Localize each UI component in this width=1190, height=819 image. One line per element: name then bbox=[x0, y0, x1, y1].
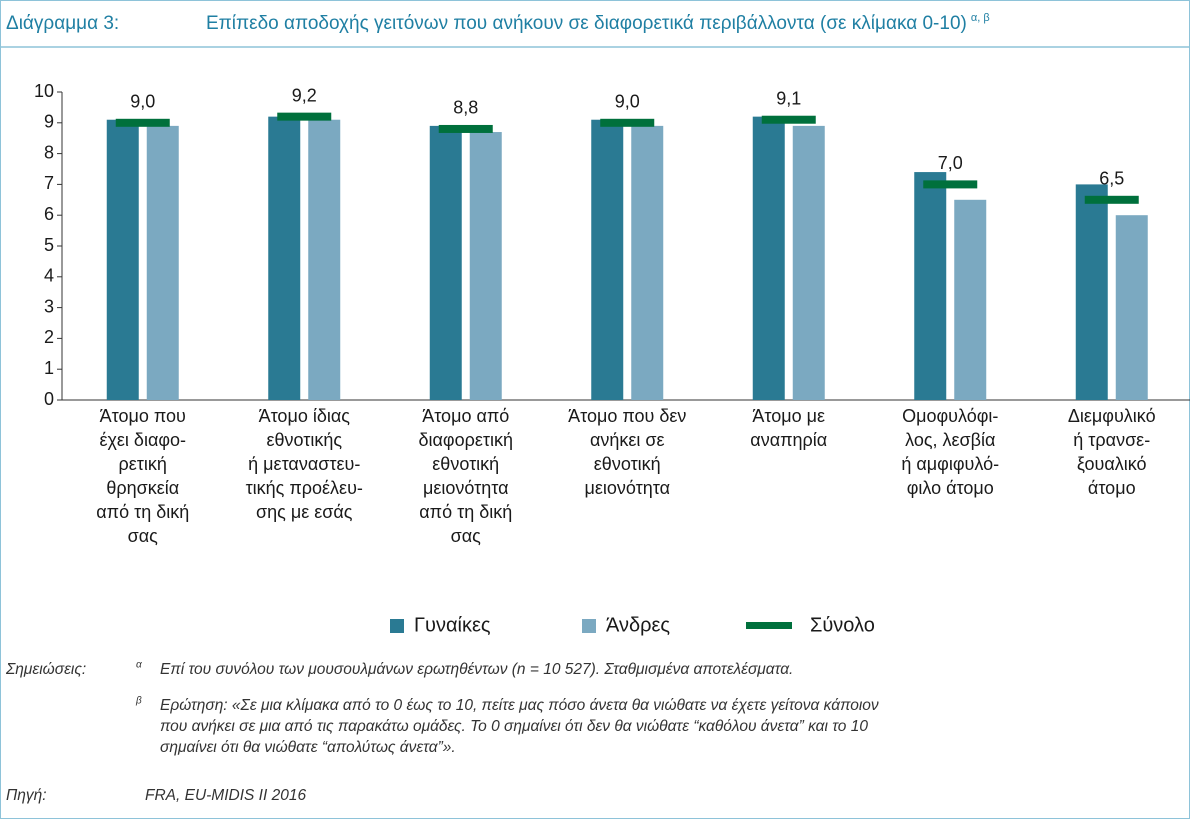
bar bbox=[1115, 215, 1148, 400]
bar bbox=[308, 119, 341, 400]
value-label: 8,8 bbox=[453, 98, 478, 118]
y-tick-label: 1 bbox=[44, 358, 54, 378]
x-tick-label: σης με εσάς bbox=[256, 502, 353, 522]
x-tick-label: Άτομο ίδιας bbox=[259, 406, 351, 426]
note-text: σημαίνει ότι θα νιώθατε “απολύτως άνετα”… bbox=[160, 739, 456, 756]
x-tick-label: φιλο άτομο bbox=[907, 478, 994, 498]
x-tick-label: ρετική bbox=[119, 454, 167, 474]
bar bbox=[146, 125, 179, 400]
note-text: Επί του συνόλου των μουσουλμάνων ερωτηθέ… bbox=[160, 661, 793, 678]
x-tick-label: μειονότητα bbox=[584, 478, 670, 498]
y-tick-label: 0 bbox=[44, 389, 54, 409]
title-superscript: α, β bbox=[971, 12, 990, 24]
value-label: 9,0 bbox=[130, 92, 155, 112]
chart-title: Επίπεδο αποδοχής γειτόνων που ανήκουν σε… bbox=[206, 13, 967, 34]
x-tick-label: αναπηρία bbox=[750, 430, 827, 450]
note-text: που ανήκει σε μια από τις παρακάτω ομάδε… bbox=[160, 718, 868, 735]
legend-label: Γυναίκες bbox=[414, 614, 491, 636]
note-text: Ερώτηση: «Σε μια κλίμακα από το 0 έως το… bbox=[160, 697, 879, 714]
total-marker bbox=[115, 118, 170, 127]
x-tick-label: εθνοτική bbox=[432, 454, 499, 474]
value-label: 9,1 bbox=[776, 88, 801, 108]
total-marker bbox=[923, 180, 978, 189]
x-tick-label: σας bbox=[128, 526, 159, 546]
value-label: 9,0 bbox=[615, 92, 640, 112]
bar bbox=[1075, 184, 1108, 400]
x-tick-label: ή αμφιφυλό- bbox=[901, 454, 999, 474]
legend-label: Σύνολο bbox=[810, 614, 875, 636]
bar bbox=[591, 119, 624, 400]
title-number: Διάγραμμα 3: bbox=[6, 13, 119, 34]
bar bbox=[469, 132, 502, 401]
legend-swatch bbox=[582, 619, 596, 633]
note-marker: β bbox=[135, 696, 142, 707]
bar bbox=[631, 125, 664, 400]
bar bbox=[792, 125, 825, 400]
x-tick-label: εθνοτική bbox=[594, 454, 661, 474]
total-marker bbox=[277, 112, 332, 121]
notes-label: Σημειώσεις: bbox=[5, 661, 86, 678]
x-tick-label: διαφορετική bbox=[419, 430, 514, 450]
bar bbox=[429, 125, 462, 400]
x-tick-label: ή μεταναστευ- bbox=[248, 454, 360, 474]
y-tick-label: 9 bbox=[44, 112, 54, 132]
x-tick-label: έχει διαφο- bbox=[99, 430, 186, 450]
source-label: Πηγή: bbox=[6, 787, 47, 804]
x-tick-label: ή τρανσε- bbox=[1073, 430, 1150, 450]
value-label: 9,2 bbox=[292, 85, 317, 105]
y-tick-label: 7 bbox=[44, 173, 54, 193]
y-tick-label: 2 bbox=[44, 327, 54, 347]
x-tick-label: Διεμφυλικό bbox=[1068, 406, 1156, 426]
x-tick-label: Άτομο που bbox=[100, 406, 186, 426]
x-tick-label: ανήκει σε bbox=[590, 430, 665, 450]
y-tick-label: 3 bbox=[44, 296, 54, 316]
bar bbox=[268, 116, 301, 400]
x-tick-label: Ομοφυλόφι- bbox=[902, 406, 998, 426]
value-label: 6,5 bbox=[1099, 169, 1124, 189]
total-marker bbox=[761, 115, 816, 124]
total-marker bbox=[600, 118, 655, 127]
x-tick-label: λος, λεσβία bbox=[905, 430, 995, 450]
bar bbox=[752, 116, 785, 400]
x-tick-label: από τη δική bbox=[96, 502, 189, 522]
x-tick-label: από τη δική bbox=[419, 502, 512, 522]
x-tick-label: μειονότητα bbox=[423, 478, 509, 498]
x-tick-label: θρησκεία bbox=[106, 478, 179, 498]
total-marker bbox=[1084, 195, 1139, 204]
x-tick-label: τικής προέλευ- bbox=[246, 478, 363, 498]
x-tick-label: Άτομο με bbox=[752, 406, 825, 426]
y-tick-label: 8 bbox=[44, 142, 54, 162]
legend-label: Άνδρες bbox=[606, 614, 670, 636]
x-tick-label: σας bbox=[451, 526, 482, 546]
x-tick-label: άτομο bbox=[1088, 478, 1136, 498]
source-text: FRA, EU-MIDIS II 2016 bbox=[145, 787, 306, 804]
bar bbox=[954, 199, 987, 400]
bar bbox=[914, 172, 947, 400]
x-tick-label: Άτομο από bbox=[422, 406, 509, 426]
y-tick-label: 10 bbox=[34, 81, 54, 101]
x-tick-label: Άτομο που δεν bbox=[568, 406, 686, 426]
y-tick-label: 4 bbox=[44, 266, 54, 286]
value-label: 7,0 bbox=[938, 153, 963, 173]
x-tick-label: εθνοτικής bbox=[266, 430, 342, 450]
y-tick-label: 5 bbox=[44, 235, 54, 255]
legend-swatch bbox=[390, 619, 404, 633]
bar bbox=[106, 119, 139, 400]
legend-swatch bbox=[746, 622, 792, 629]
total-marker bbox=[438, 124, 493, 133]
x-tick-label: ξουαλικό bbox=[1077, 454, 1147, 474]
y-tick-label: 6 bbox=[44, 204, 54, 224]
note-marker: α bbox=[136, 660, 142, 671]
